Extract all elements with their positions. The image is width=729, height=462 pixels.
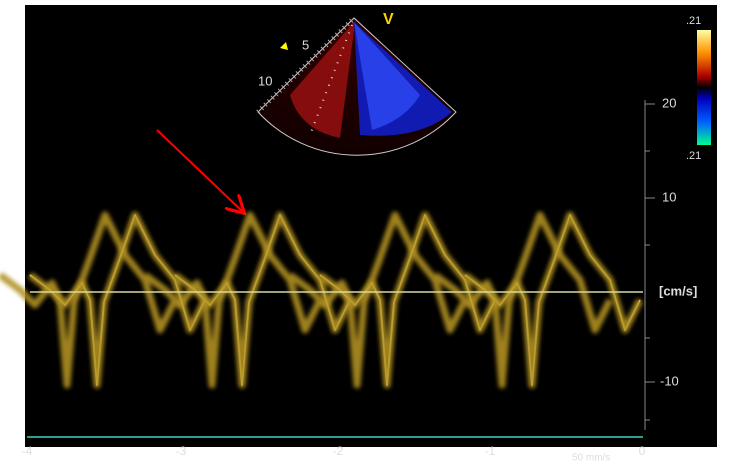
velocity-label: 20 [662,95,676,110]
mode-label: V [383,11,394,28]
time-label: 0 [639,444,646,458]
velocity-unit: [cm/s] [659,283,697,298]
color-bar-top: .21 [686,15,701,27]
time-label: -1 [485,444,496,458]
velocity-label: 10 [662,189,676,204]
color-bar [697,30,711,145]
ultrasound-screen: V 5 10 .21 .21 20 10 [cm/s] -10 -4 -3 -2… [0,0,729,462]
time-label: -3 [176,444,187,458]
depth-label: 5 [302,37,309,52]
color-bar-bottom: .21 [686,150,701,162]
sweep-speed: 50 mm/s [572,453,610,462]
depth-label: 10 [258,73,272,88]
time-label: -2 [333,444,344,458]
time-label: -4 [22,444,33,458]
velocity-label: -10 [660,373,679,388]
